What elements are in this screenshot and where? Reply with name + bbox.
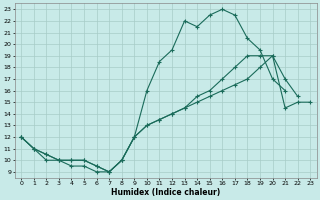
X-axis label: Humidex (Indice chaleur): Humidex (Indice chaleur) xyxy=(111,188,220,197)
